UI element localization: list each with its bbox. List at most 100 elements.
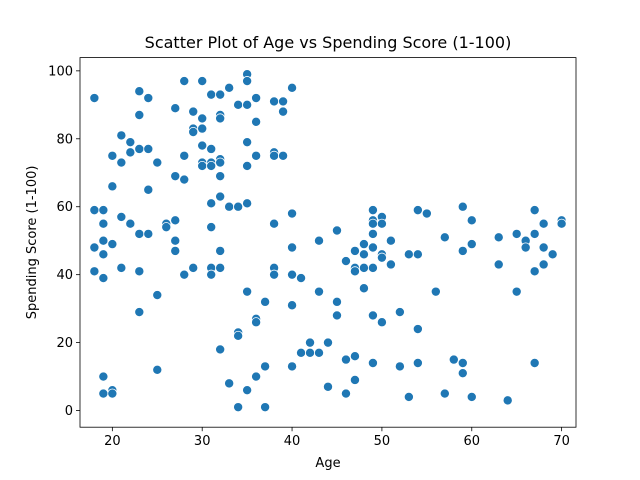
scatter-point bbox=[367, 228, 378, 239]
scatter-point bbox=[206, 222, 217, 233]
scatter-point bbox=[233, 402, 244, 413]
scatter-point bbox=[296, 273, 307, 284]
y-tick-label: 0 bbox=[65, 404, 73, 419]
scatter-point bbox=[98, 235, 109, 246]
scatter-point bbox=[412, 357, 423, 368]
scatter-point bbox=[367, 262, 378, 273]
scatter-point bbox=[152, 157, 163, 168]
scatter-point bbox=[412, 324, 423, 335]
scatter-point bbox=[394, 361, 405, 372]
scatter-point bbox=[412, 205, 423, 216]
scatter-point bbox=[305, 337, 316, 348]
scatter-point bbox=[233, 201, 244, 212]
scatter-point bbox=[331, 310, 342, 321]
scatter-point bbox=[242, 286, 253, 297]
scatter-point bbox=[322, 381, 333, 392]
scatter-point bbox=[349, 374, 360, 385]
scatter-point bbox=[179, 269, 190, 280]
scatter-point bbox=[367, 205, 378, 216]
scatter-point bbox=[215, 245, 226, 256]
scatter-point bbox=[287, 269, 298, 280]
scatter-point bbox=[314, 347, 325, 358]
scatter-point bbox=[215, 344, 226, 355]
scatter-point bbox=[511, 228, 522, 239]
scatter-point bbox=[439, 232, 450, 243]
scatter-point bbox=[457, 368, 468, 379]
scatter-point bbox=[340, 354, 351, 365]
scatter-point bbox=[215, 157, 226, 168]
scatter-point bbox=[538, 242, 549, 253]
scatter-point bbox=[116, 157, 127, 168]
scatter-point bbox=[143, 184, 154, 195]
scatter-point bbox=[493, 232, 504, 243]
scatter-point bbox=[493, 259, 504, 270]
scatter-point bbox=[179, 150, 190, 161]
scatter-point bbox=[98, 218, 109, 229]
scatter-point bbox=[439, 388, 450, 399]
chart-title: Scatter Plot of Age vs Spending Score (1… bbox=[145, 33, 512, 52]
scatter-point bbox=[143, 93, 154, 104]
scatter-point bbox=[376, 218, 387, 229]
scatter-point bbox=[314, 286, 325, 297]
scatter-point bbox=[403, 249, 414, 260]
scatter-point bbox=[206, 143, 217, 154]
scatter-point bbox=[107, 239, 118, 250]
scatter-point bbox=[107, 181, 118, 192]
scatter-point bbox=[98, 371, 109, 382]
scatter-point bbox=[502, 395, 513, 406]
plot-frame bbox=[79, 57, 577, 428]
scatter-point bbox=[98, 388, 109, 399]
scatter-point bbox=[349, 245, 360, 256]
scatter-point bbox=[152, 290, 163, 301]
scatter-point bbox=[358, 249, 369, 260]
scatter-point bbox=[89, 205, 100, 216]
scatter-point bbox=[170, 215, 181, 226]
scatter-point bbox=[242, 76, 253, 87]
x-tick-label: 70 bbox=[553, 434, 570, 449]
scatter-point bbox=[233, 99, 244, 110]
scatter-point bbox=[251, 116, 262, 127]
scatter-point bbox=[206, 198, 217, 209]
scatter-point bbox=[152, 364, 163, 375]
scatter-point bbox=[358, 283, 369, 294]
scatter-point bbox=[385, 235, 396, 246]
scatter-point bbox=[538, 259, 549, 270]
scatter-point bbox=[340, 256, 351, 267]
scatter-point bbox=[134, 143, 145, 154]
scatter-point bbox=[215, 171, 226, 182]
scatter-point bbox=[466, 215, 477, 226]
scatter-point bbox=[134, 110, 145, 121]
scatter-point bbox=[376, 252, 387, 263]
scatter-point bbox=[116, 130, 127, 141]
scatter-point bbox=[403, 391, 414, 402]
scatter-point bbox=[269, 218, 280, 229]
scatter-point bbox=[134, 307, 145, 318]
scatter-point bbox=[251, 150, 262, 161]
y-tick-label: 80 bbox=[56, 132, 73, 147]
scatter-point bbox=[296, 347, 307, 358]
scatter-point bbox=[242, 198, 253, 209]
scatter-point bbox=[556, 218, 567, 229]
scatter-point bbox=[349, 266, 360, 277]
scatter-point bbox=[224, 82, 235, 93]
scatter-point bbox=[529, 357, 540, 368]
scatter-point bbox=[358, 262, 369, 273]
scatter-point bbox=[107, 150, 118, 161]
scatter-point bbox=[179, 76, 190, 87]
scatter-point bbox=[215, 89, 226, 100]
scatter-point bbox=[340, 388, 351, 399]
scatter-point bbox=[143, 143, 154, 154]
scatter-point bbox=[547, 249, 558, 260]
scatter-point bbox=[331, 225, 342, 236]
scatter-point bbox=[224, 378, 235, 389]
scatter-point bbox=[260, 296, 271, 307]
scatter-point bbox=[197, 76, 208, 87]
scatter-point bbox=[367, 310, 378, 321]
scatter-point bbox=[358, 239, 369, 250]
scatter-point bbox=[511, 286, 522, 297]
scatter-point bbox=[89, 242, 100, 253]
y-axis: 0 20 40 60 80 100 bbox=[48, 64, 80, 419]
scatter-point bbox=[98, 273, 109, 284]
scatter-point bbox=[170, 245, 181, 256]
